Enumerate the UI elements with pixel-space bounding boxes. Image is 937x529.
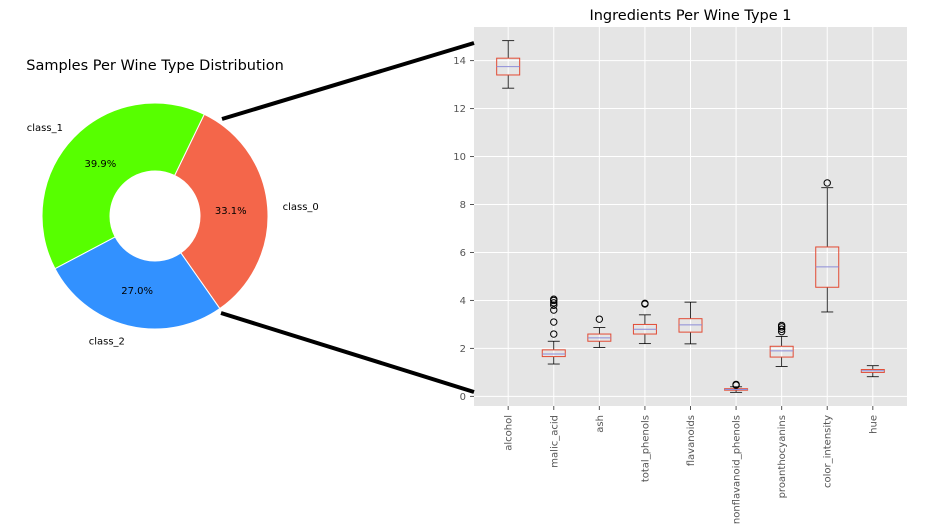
box-iqr bbox=[541, 349, 566, 358]
outlier-point bbox=[641, 299, 649, 308]
x-tick-label: nonflavanoid_phenols bbox=[732, 415, 743, 524]
outlier-point bbox=[777, 321, 786, 330]
x-tick-label: total_phenols bbox=[640, 415, 651, 482]
box-flavanoids bbox=[678, 301, 703, 345]
box-marks bbox=[496, 40, 885, 393]
box-total_phenols bbox=[632, 299, 657, 345]
box-hue bbox=[860, 365, 885, 378]
pie-pct-label: 27.0% bbox=[121, 286, 153, 297]
x-tick-label: ash bbox=[595, 415, 606, 433]
outlier-point bbox=[550, 306, 558, 314]
box-chart: Ingredients Per Wine Type 1 02468101214 … bbox=[453, 8, 907, 524]
x-tick-label: hue bbox=[868, 415, 879, 434]
box-proanthocyanins bbox=[769, 321, 794, 367]
pie-class-label: class_1 bbox=[27, 123, 63, 134]
y-tick-label: 0 bbox=[460, 392, 466, 403]
y-tick-label: 10 bbox=[453, 152, 466, 163]
y-axis: 0 2 4 6 8 10 12 14 bbox=[453, 56, 474, 403]
box-iqr bbox=[769, 345, 794, 358]
pie-pct-label: 33.1% bbox=[215, 206, 247, 217]
y-tick-label: 2 bbox=[460, 344, 466, 355]
pie-labels: 33.1% class_0 39.9% class_1 27.0% class_2 bbox=[27, 123, 319, 347]
box-ash bbox=[587, 315, 612, 348]
y-tick-label: 8 bbox=[460, 200, 466, 211]
y-tick-label: 12 bbox=[453, 104, 466, 115]
outlier-point bbox=[732, 380, 740, 389]
pie-slice-class_0 bbox=[173, 113, 269, 310]
donut-chart: Samples Per Wine Type Distribution 33.1%… bbox=[26, 58, 319, 347]
x-tick-label: color_intensity bbox=[823, 415, 834, 488]
pie-slice-class_2 bbox=[54, 236, 221, 330]
pie-slice-class_1 bbox=[41, 102, 205, 270]
x-tick-label: alcohol bbox=[504, 415, 515, 451]
pie-chart-title: Samples Per Wine Type Distribution bbox=[26, 58, 284, 74]
outlier-point bbox=[595, 315, 604, 323]
pie-class-label: class_2 bbox=[89, 336, 125, 347]
x-axis: alcohol malic_acid ash total_phenols flavano… bbox=[504, 406, 879, 524]
connector-line-top bbox=[221, 41, 475, 121]
pie-class-label: class_0 bbox=[283, 202, 319, 213]
box-alcohol bbox=[496, 40, 521, 89]
outlier-point bbox=[550, 318, 558, 326]
outlier-point bbox=[550, 295, 558, 303]
outlier-point bbox=[550, 330, 558, 338]
x-tick-label: proanthocyanins bbox=[777, 415, 788, 498]
connector-line-bottom bbox=[220, 311, 475, 394]
box-chart-title: Ingredients Per Wine Type 1 bbox=[589, 8, 791, 24]
y-tick-label: 14 bbox=[453, 56, 466, 67]
box-malic_acid bbox=[541, 295, 566, 365]
y-tick-label: 6 bbox=[460, 248, 466, 259]
y-tick-label: 4 bbox=[460, 296, 466, 307]
outlier-point bbox=[823, 179, 831, 187]
x-tick-label: flavanoids bbox=[686, 415, 697, 466]
outlier-point bbox=[550, 299, 558, 307]
pie-pct-label: 39.9% bbox=[84, 159, 116, 170]
x-tick-label: malic_acid bbox=[549, 415, 560, 468]
box-nonflavanoid_phenols bbox=[724, 380, 749, 393]
outlier-point bbox=[777, 325, 786, 333]
pie-slices bbox=[41, 102, 269, 330]
box-color_intensity bbox=[815, 179, 840, 313]
